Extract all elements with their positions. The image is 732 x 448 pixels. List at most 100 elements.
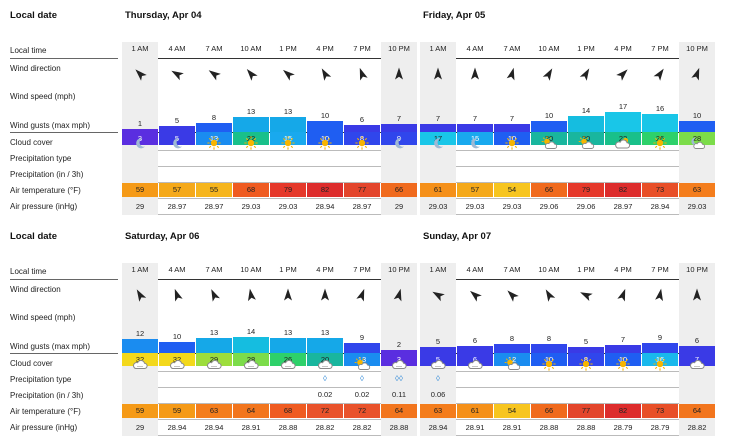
hour-time: 1 AM — [131, 265, 149, 274]
wind-speed-bar — [679, 346, 715, 353]
day-title: Sunday, Apr 07 — [423, 231, 492, 242]
cloud-cover-moon-icon — [466, 136, 484, 150]
wind-gust-cell: 13 — [344, 353, 380, 366]
row-divider — [420, 353, 715, 354]
hour-column: 10 AM 14 28 64 28.91 — [233, 263, 269, 436]
hour-column: 10 AM 10 20 66 29.06 — [531, 42, 567, 215]
hour-time: 7 AM — [503, 44, 521, 53]
air-pressure-value: 28.94 — [650, 202, 670, 211]
cloud-cover-label: Cloud cover — [10, 138, 53, 147]
wind-speed-bar — [307, 120, 343, 132]
row-divider — [122, 58, 417, 59]
row-divider — [122, 150, 417, 151]
hour-time: 1 PM — [279, 44, 297, 53]
cloud-cover-cloud-icon — [390, 357, 408, 371]
air-temperature-cell: 66 — [531, 404, 567, 418]
hour-time: 1 PM — [577, 44, 595, 53]
day-block: Thursday, Apr 041 AM1359294 AM555728.977… — [122, 10, 417, 220]
wind-speed-value: 13 — [320, 328, 330, 338]
row-divider — [420, 214, 715, 215]
wind-gust-cell: 28 — [233, 353, 269, 366]
forecast-panel-bottom: Local date Local time Wind direction Win… — [0, 231, 732, 441]
label-separator — [10, 58, 118, 59]
cloud-cover-partly-icon — [577, 136, 595, 150]
wind-direction-arrow-icon — [168, 286, 186, 304]
wind-gust-cell: 32 — [122, 353, 158, 366]
wind-speed-bar — [233, 117, 269, 132]
wind-gusts-label: Wind gusts (max mph) — [10, 121, 91, 130]
wind-gust-cell: 20 — [531, 132, 567, 145]
air-temperature-cell: 54 — [494, 183, 530, 197]
wind-direction-arrow-icon — [242, 286, 260, 304]
cloud-cover-sun-icon — [651, 136, 669, 150]
air-pressure-value: 28.88 — [576, 423, 596, 432]
hour-column: 1 AM 5 5 ◊ 0.06 63 28.94 — [420, 263, 456, 436]
row-divider — [420, 371, 715, 372]
wind-speed-value: 7 — [620, 334, 626, 344]
wind-speed-bar — [122, 129, 158, 132]
row-divider — [420, 166, 715, 167]
wind-gust-cell: 7 — [679, 353, 715, 366]
wind-direction-arrow-icon — [651, 286, 669, 304]
wind-speed-value: 17 — [618, 102, 628, 112]
wind-speed-value: 13 — [283, 107, 293, 117]
hour-time: 1 AM — [429, 265, 447, 274]
wind-speed-value: 13 — [283, 328, 293, 338]
air-pressure-value: 28.94 — [204, 423, 224, 432]
hour-time: 10 AM — [538, 44, 560, 53]
wind-speed-value: 9 — [359, 332, 365, 342]
wind-speed-value: 5 — [435, 337, 441, 347]
hour-column: 10 PM 10 28 63 29.03 — [679, 42, 715, 215]
air-pressure-value: 29 — [135, 202, 145, 211]
hour-time: 7 AM — [503, 265, 521, 274]
air-pressure-value: 28.79 — [650, 423, 670, 432]
wind-direction-arrow-icon — [540, 286, 558, 304]
hour-column: 7 PM 9 13 ◊ 0.02 72 28.82 — [344, 263, 380, 436]
forecast-panel-top: Local date Local time Wind direction Win… — [0, 10, 732, 220]
cloud-cover-cloud-icon — [131, 357, 149, 371]
wind-speed-bar — [196, 338, 232, 353]
air-temperature-cell: 77 — [344, 183, 380, 197]
day-title: Friday, Apr 05 — [423, 10, 486, 21]
cloud-cover-cloud-icon — [279, 357, 297, 371]
precipitation-value: 0.02 — [354, 390, 370, 399]
cloud-cover-sun-icon — [503, 136, 521, 150]
row-labels: Local date Local time Wind direction Win… — [10, 231, 118, 441]
wind-speed-bar — [270, 117, 306, 132]
wind-speed-bar — [642, 342, 678, 353]
wind-speed-value: 6 — [472, 336, 478, 346]
wind-gust-cell: 20 — [307, 353, 343, 366]
air-pressure-value: 28.94 — [315, 202, 335, 211]
air-temperature-cell: 57 — [159, 183, 195, 197]
cloud-cover-sun-icon — [242, 136, 260, 150]
wind-speed-value: 9 — [657, 332, 663, 342]
hour-time: 10 PM — [686, 44, 708, 53]
hour-column: 1 PM587728.88 — [568, 263, 604, 436]
hour-column: 7 PM687728.97 — [344, 42, 380, 215]
wind-direction-arrow-icon — [205, 286, 223, 304]
label-separator — [10, 353, 118, 354]
wind-speed-bar — [494, 343, 530, 353]
wind-speed-bar — [307, 338, 343, 353]
row-divider — [122, 182, 417, 183]
hour-time: 7 PM — [651, 265, 669, 274]
row-divider — [122, 353, 417, 354]
wind-speed-label: Wind speed (mph) — [10, 92, 76, 101]
cloud-cover-moon-cloud-icon — [688, 136, 706, 150]
wind-gust-cell: 22 — [605, 132, 641, 145]
hour-time: 4 AM — [466, 44, 484, 53]
precipitation-value: 0.02 — [317, 390, 333, 399]
cloud-cover-cloudy-sun-icon — [614, 136, 632, 150]
air-pressure-value: 28.97 — [352, 202, 372, 211]
wind-direction-arrow-icon — [205, 65, 223, 83]
hour-column: 1 AM7176129.03 — [420, 42, 456, 215]
hour-column: 1 PM 13 15 79 29.03 — [270, 42, 306, 215]
wind-direction-arrow-icon — [353, 286, 371, 304]
hour-column: 7 PM 16 26 73 28.94 — [642, 42, 678, 215]
cloud-cover-sun-icon — [205, 136, 223, 150]
wind-speed-bar — [568, 115, 604, 132]
rain-drop-icon: ◊ — [360, 374, 364, 383]
air-pressure-label: Air pressure (inHg) — [10, 423, 78, 432]
wind-speed-value: 8 — [509, 333, 515, 343]
hour-column: 4 PM 10 10 82 28.94 — [307, 42, 343, 215]
